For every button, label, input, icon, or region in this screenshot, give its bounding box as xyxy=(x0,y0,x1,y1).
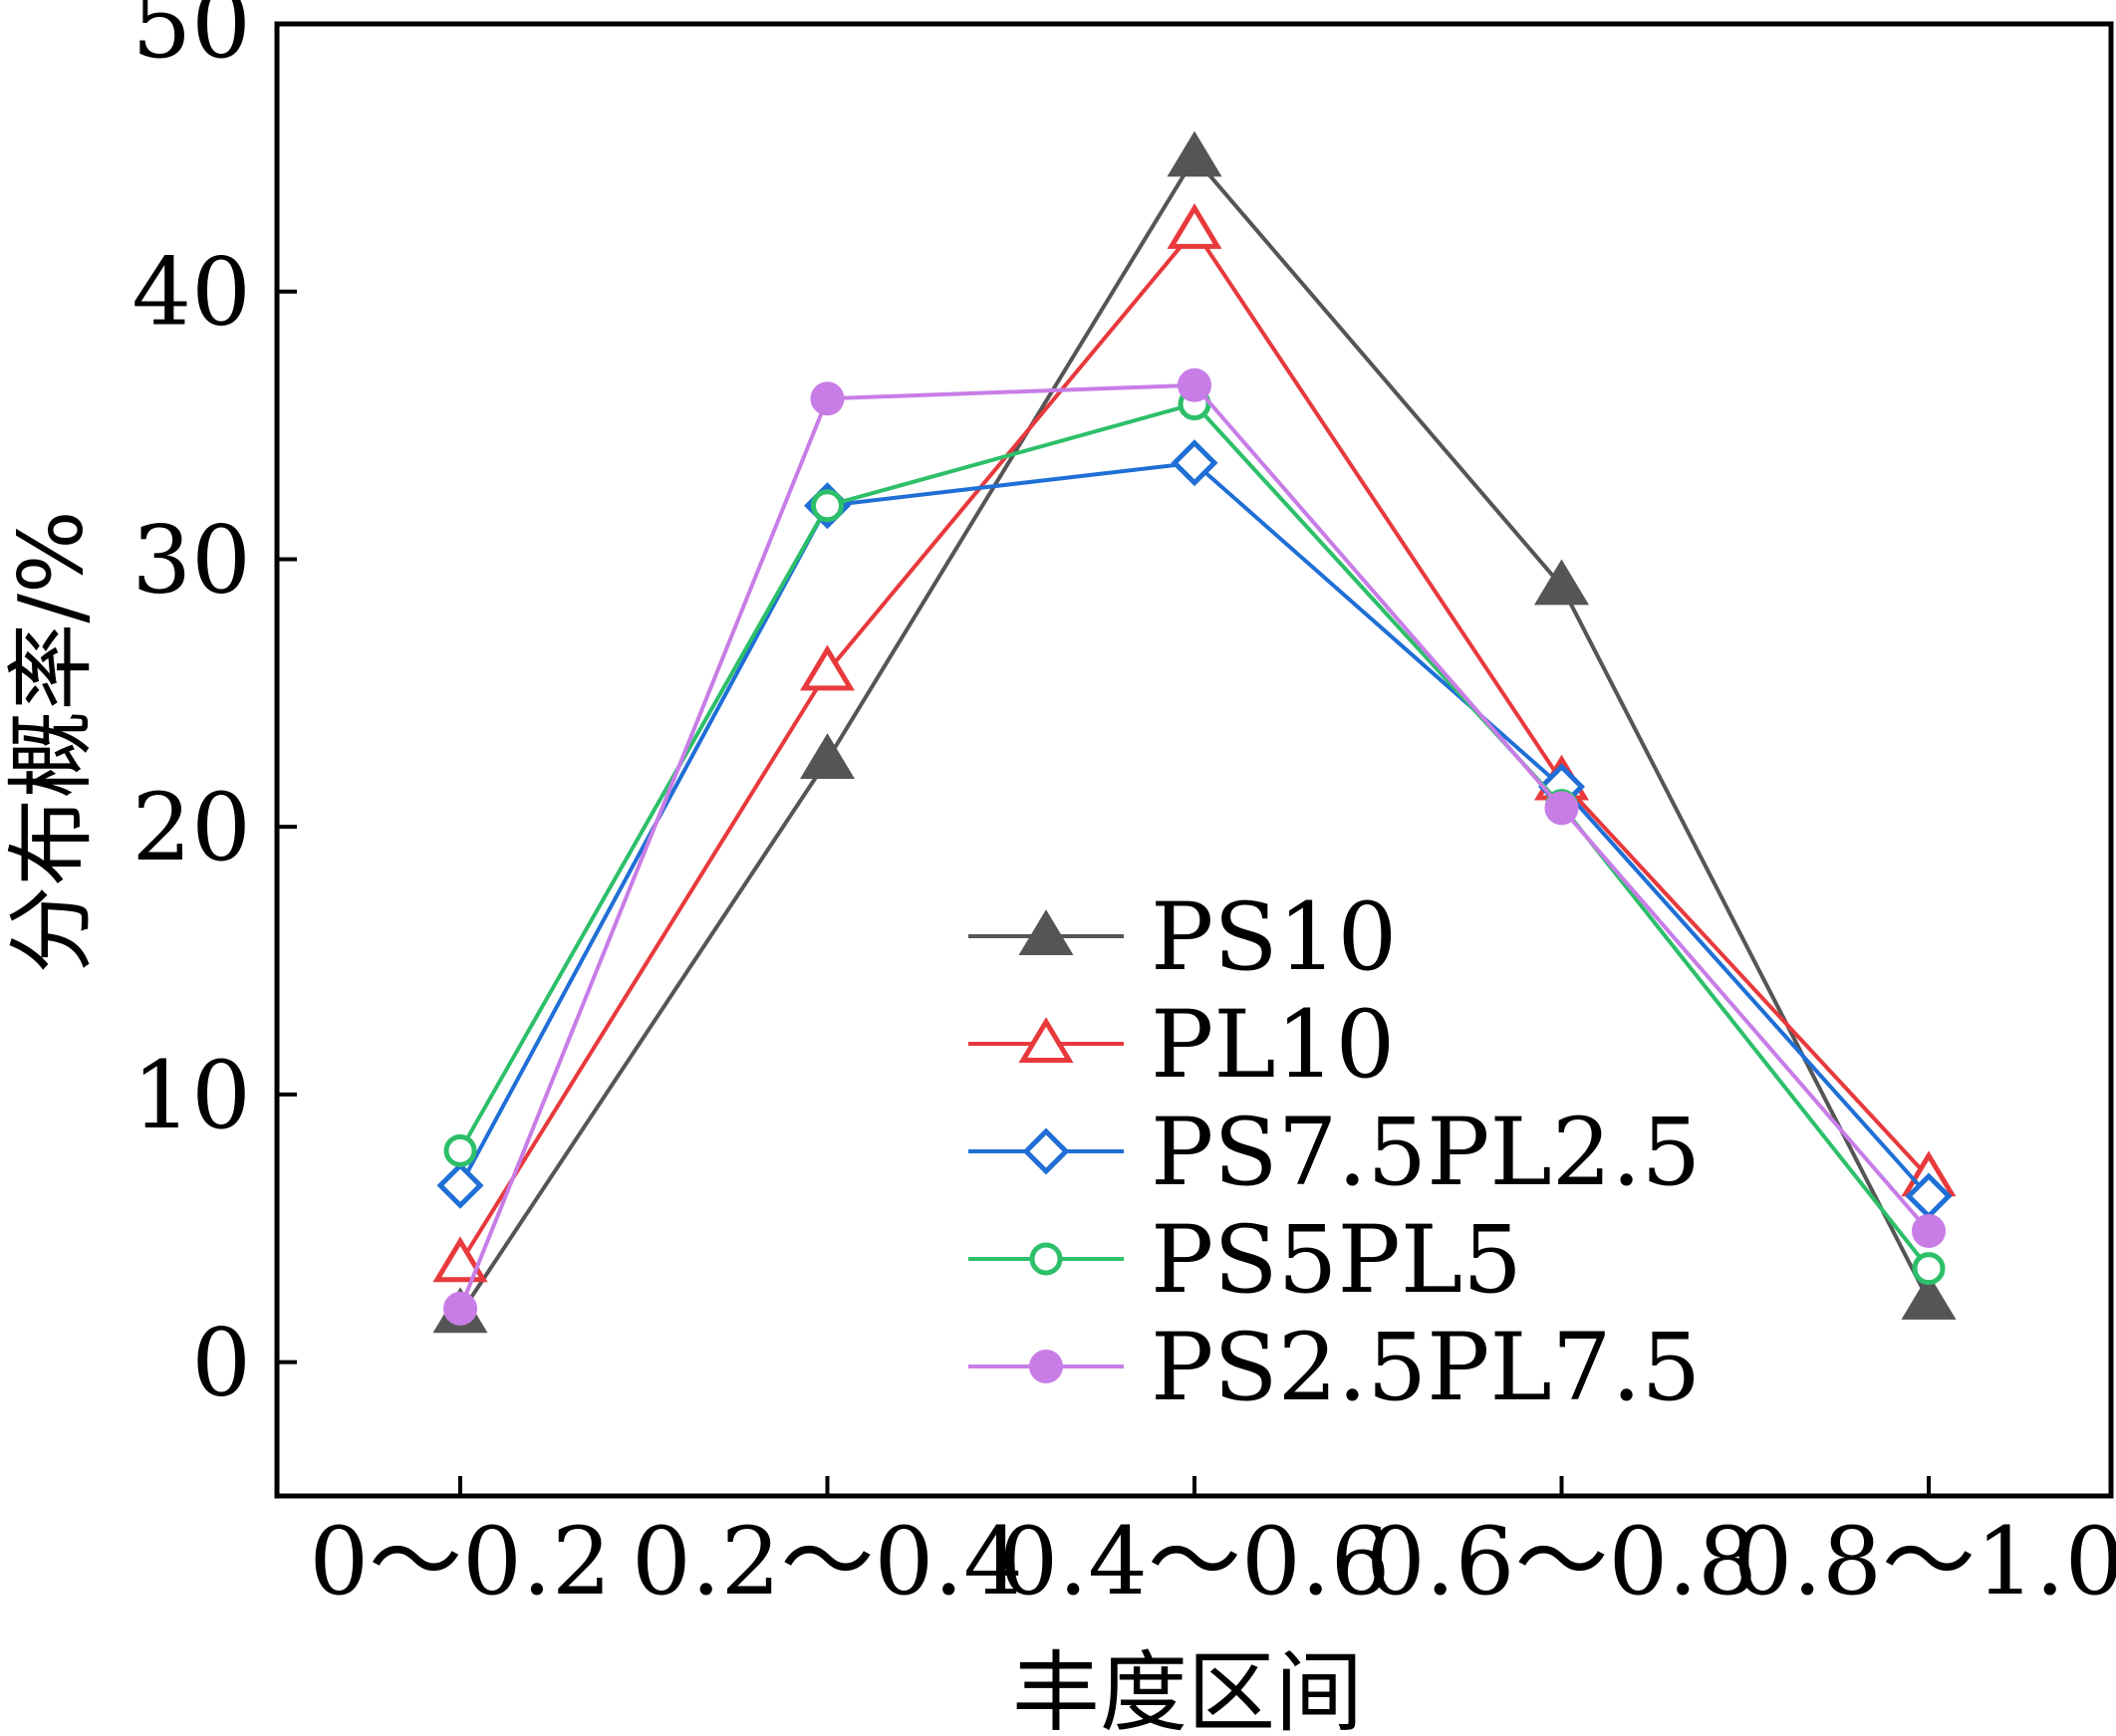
x-tick-label: 0.2～0.4 xyxy=(632,1508,1023,1616)
data-point xyxy=(1533,559,1590,606)
y-tick-label: 10 xyxy=(132,1042,251,1150)
x-tick-label: 0.6～0.8 xyxy=(1366,1508,1757,1616)
data-point xyxy=(1167,203,1222,249)
x-tick-label: 0～0.2 xyxy=(309,1508,611,1616)
x-tick-label: 0.4～0.6 xyxy=(999,1508,1391,1616)
y-tick-label: 30 xyxy=(132,506,251,615)
legend-entry: PS5PL5 xyxy=(968,1206,1522,1315)
data-point xyxy=(810,381,845,416)
data-point xyxy=(1544,791,1579,826)
x-axis-title: 丰度区间 xyxy=(1012,1641,1363,1736)
legend-label: PL10 xyxy=(1151,991,1395,1100)
legend-marker xyxy=(1022,1127,1070,1175)
data-point xyxy=(443,1291,477,1326)
data-point xyxy=(811,489,844,523)
data-point xyxy=(799,644,856,691)
data-point xyxy=(1167,130,1222,177)
legend-label: PS5PL5 xyxy=(1151,1206,1522,1315)
series-ps2-5pl7-5 xyxy=(443,368,1946,1326)
data-point xyxy=(443,1133,477,1167)
legend-marker xyxy=(1029,1350,1063,1383)
x-tick-label: 0.8～1.0 xyxy=(1733,1508,2116,1616)
y-tick-label: 0 xyxy=(191,1310,251,1418)
data-point xyxy=(1912,1213,1946,1248)
y-tick-label: 20 xyxy=(132,774,251,882)
legend-entry: PL10 xyxy=(968,991,1395,1100)
legend-entry: PS7.5PL2.5 xyxy=(968,1099,1701,1207)
legend-label: PS10 xyxy=(1151,883,1397,992)
data-point xyxy=(436,1161,484,1209)
legend-marker xyxy=(1018,1017,1074,1063)
y-axis-title: 分布概率/% xyxy=(0,510,103,973)
data-point xyxy=(799,733,856,779)
legend-label: PS7.5PL2.5 xyxy=(1151,1099,1701,1207)
legend-label: PS2.5PL7.5 xyxy=(1151,1314,1701,1422)
data-point xyxy=(1901,1273,1957,1320)
y-tick-label: 40 xyxy=(132,239,251,348)
legend-entry: PS10 xyxy=(968,883,1397,992)
legend-marker xyxy=(1018,909,1074,955)
data-point xyxy=(432,1236,488,1283)
data-point xyxy=(1178,368,1211,402)
legend-entry: PS2.5PL7.5 xyxy=(968,1314,1701,1422)
data-point xyxy=(1171,439,1218,487)
y-tick-label: 50 xyxy=(132,0,251,80)
legend-marker xyxy=(1029,1242,1063,1276)
data-point xyxy=(1912,1252,1946,1286)
